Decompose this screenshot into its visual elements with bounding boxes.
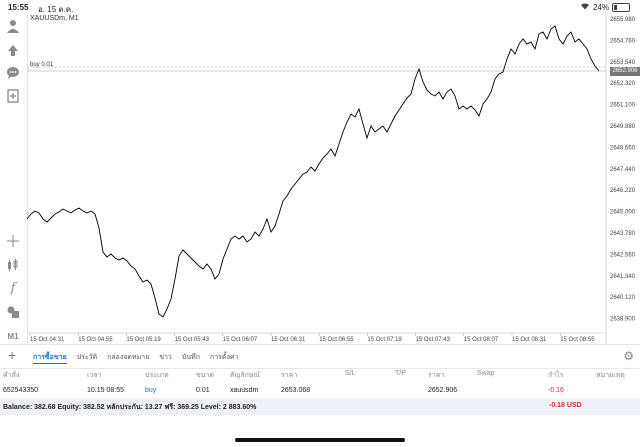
trade-table-header: คำสั่ง เวลา ประเภท ขนาด สัญลักษณ์ ราคา S/L T/P ร… xyxy=(0,367,640,381)
balance-bar: Balance: 382.68 Equity: 382.52 หลักประกั… xyxy=(0,398,640,415)
column-header[interactable]: Swap xyxy=(477,370,495,377)
column-header[interactable]: ขนาด xyxy=(196,372,215,379)
home-indicator[interactable] xyxy=(235,438,405,442)
price-axis-label: 2646.220 xyxy=(610,188,636,194)
price-axis-label: 2645.000 xyxy=(610,210,636,216)
status-date: อ. 15 ต.ค. xyxy=(38,5,74,14)
trade-arrows-icon[interactable] xyxy=(4,41,22,59)
balance-text: Balance: 382.68 Equity: 382.52 หลักประกั… xyxy=(3,404,257,411)
timeframe-button[interactable]: M1 xyxy=(7,331,19,341)
chart-symbol-title: XAUUSDm, M1 xyxy=(30,15,79,22)
tab-3[interactable]: ข่าว xyxy=(159,354,172,361)
terminal-tabs: การซื้อขาย ประวัติ กล่องจดหมาย ข่าว บันทึก กา… xyxy=(33,352,238,364)
column-header[interactable]: กำไร xyxy=(548,372,564,379)
status-time: 15:55 xyxy=(8,3,29,12)
tab-2[interactable]: กล่องจดหมาย xyxy=(107,354,150,361)
add-icon[interactable]: + xyxy=(8,347,17,363)
price-axis-label: 2648.660 xyxy=(610,145,636,151)
price-axis-label: 2655.980 xyxy=(610,17,636,23)
time-axis-label: 15 Oct 06:07 xyxy=(223,337,258,343)
price-series xyxy=(26,25,600,318)
new-order-icon[interactable] xyxy=(4,87,22,105)
chat-icon[interactable] xyxy=(4,64,22,82)
time-axis-label: 15 Oct 08:07 xyxy=(464,337,499,343)
column-header[interactable]: สัญลักษณ์ xyxy=(230,372,260,379)
price-axis-label: 2649.880 xyxy=(610,124,636,130)
price-axis-label: 2638.900 xyxy=(610,317,636,323)
price-axis-label: 2647.440 xyxy=(610,167,636,173)
settings-icon[interactable]: ⚙ xyxy=(623,349,634,363)
cell-time: 10.15 08:55 xyxy=(87,387,124,394)
column-header[interactable]: คำสั่ง xyxy=(3,372,20,379)
price-axis-label: 2652.320 xyxy=(610,81,636,87)
cell-profit: -0.16 xyxy=(548,387,564,394)
table-row[interactable]: 652543350 10.15 08:55 buy 0.01 xauusdm 2653.0… xyxy=(0,381,640,401)
wifi-icon xyxy=(580,2,590,12)
tab-4[interactable]: บันทึก xyxy=(181,354,200,361)
indicator-icon[interactable]: f xyxy=(10,280,16,296)
chart-area[interactable]: 2655.980 2654.760 2653.540 2652.320 2651.100… xyxy=(26,14,640,344)
time-axis-label: 15 Oct 05:19 xyxy=(126,337,161,343)
column-header[interactable]: T/P xyxy=(395,370,406,377)
price-axis-label: 2654.760 xyxy=(610,38,636,44)
column-header[interactable]: ราคา xyxy=(281,372,298,379)
cell-order: 652543350 xyxy=(3,387,39,394)
candles-icon[interactable] xyxy=(4,256,22,274)
tab-1[interactable]: ประวัติ xyxy=(76,354,98,361)
column-header[interactable]: ราคา xyxy=(428,372,445,379)
battery-percent: 24% xyxy=(592,2,609,12)
time-axis-label: 15 Oct 08:31 xyxy=(512,337,547,343)
time-axis-label: 15 Oct 07:43 xyxy=(416,337,451,343)
cell-size: 0.01 xyxy=(196,387,210,394)
column-header[interactable]: เวลา xyxy=(87,372,102,379)
cell-symbol: xauusdm xyxy=(230,387,259,394)
price-axis-label: 2642.560 xyxy=(610,252,636,258)
column-header[interactable]: ประเภท xyxy=(145,372,169,379)
price-axis-label: 2653.540 xyxy=(610,60,636,66)
time-axis-label: 15 Oct 06:31 xyxy=(271,337,306,343)
price-axis-label: 2643.780 xyxy=(610,231,636,237)
crosshair-icon[interactable] xyxy=(4,232,22,250)
status-bar: 15:55 อ. 15 ต.ค. 24% xyxy=(0,0,640,14)
current-price-tag: 2652.906 xyxy=(610,67,640,76)
account-icon[interactable] xyxy=(4,17,22,35)
tab-0[interactable]: การซื้อขาย xyxy=(33,352,67,364)
left-toolbar: f M1 xyxy=(0,14,28,344)
time-axis-label: 15 Oct 08:55 xyxy=(560,337,595,343)
total-profit: -0.16 USD xyxy=(549,402,582,409)
trade-table: คำสั่ง เวลา ประเภท ขนาด สัญลักษณ์ ราคา S/L T/P ร… xyxy=(0,367,640,401)
price-axis-label: 2641.340 xyxy=(610,274,636,280)
time-axis-label: 15 Oct 06:55 xyxy=(319,337,354,343)
cell-price: 2653.068 xyxy=(281,387,311,394)
price-chart[interactable]: 2655.980 2654.760 2653.540 2652.320 2651.100… xyxy=(26,14,640,344)
price-axis-label: 2640.120 xyxy=(610,295,636,301)
cell-price_current: 2652.906 xyxy=(428,387,458,394)
time-axis-label: 15 Oct 05:43 xyxy=(175,337,210,343)
tab-5[interactable]: การตั้งค่า xyxy=(209,354,239,361)
order-line-label: buy 0.01 xyxy=(30,62,54,68)
status-right: 24% xyxy=(580,2,630,12)
objects-icon[interactable] xyxy=(4,303,22,321)
time-axis-label: 15 Oct 04:31 xyxy=(30,337,65,343)
price-axis-label: 2651.100 xyxy=(610,103,636,109)
time-axis-label: 15 Oct 07:19 xyxy=(367,337,402,343)
column-header[interactable]: หมายเหตุ xyxy=(596,372,625,379)
time-axis-label: 15 Oct 04:55 xyxy=(78,337,113,343)
battery-icon xyxy=(612,2,630,12)
column-header[interactable]: S/L xyxy=(345,370,356,377)
bottom-toolbar: + การซื้อขาย ประวัติ กล่องจดหมาย ข่าว บันทึก… xyxy=(0,344,640,369)
cell-type: buy xyxy=(145,387,157,394)
